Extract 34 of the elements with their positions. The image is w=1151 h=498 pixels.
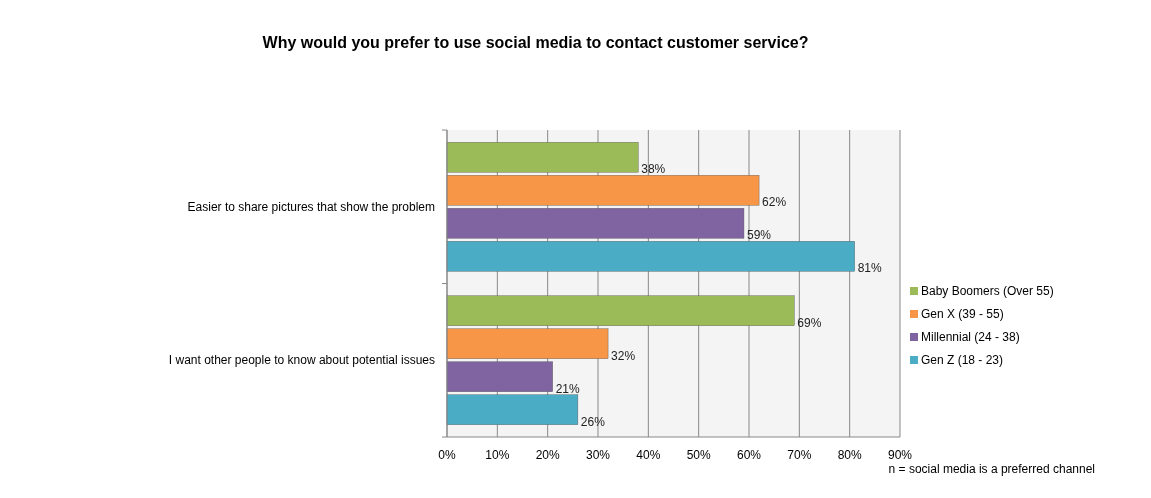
bar [446,328,609,359]
data-label: 59% [746,228,772,243]
legend-label: Gen X (39 - 55) [921,307,1004,321]
legend-label: Baby Boomers (Over 55) [921,284,1054,298]
legend-label: Millennial (24 - 38) [921,330,1020,344]
legend-label: Gen Z (18 - 23) [921,353,1004,367]
x-tick-label: 60% [736,448,762,462]
x-tick-label: 30% [585,448,611,462]
data-label: 69% [797,315,822,330]
bar [446,361,553,392]
x-tick-label: 50% [686,448,711,462]
x-tick-label: 80% [837,448,862,462]
x-tick-label: 0% [438,448,456,462]
x-tick-label: 90% [887,448,913,462]
data-label: 38% [641,162,666,177]
y-tick-label: I want other people to know about potential issues [168,353,435,368]
bar [446,142,639,173]
text: n = social media is a preferred channel [888,462,1095,476]
data-label: 21% [555,381,581,396]
bar [446,394,579,425]
x-tick-label: 20% [535,448,560,462]
x-tick-label: 70% [787,448,812,462]
data-label: 26% [580,414,606,429]
x-tick-label: 10% [485,448,510,462]
data-label: 62% [762,195,787,210]
bar [446,241,855,272]
chart-title: Why would you prefer to use social media to contact customer service? [262,34,809,51]
bar [446,175,760,206]
data-label: 81% [857,261,883,276]
x-tick-label: 40% [636,448,661,462]
bar [446,295,795,326]
bar [446,208,745,239]
data-label: 32% [611,348,636,363]
y-tick-label: Easier to share pictures that show the problem [187,199,435,214]
